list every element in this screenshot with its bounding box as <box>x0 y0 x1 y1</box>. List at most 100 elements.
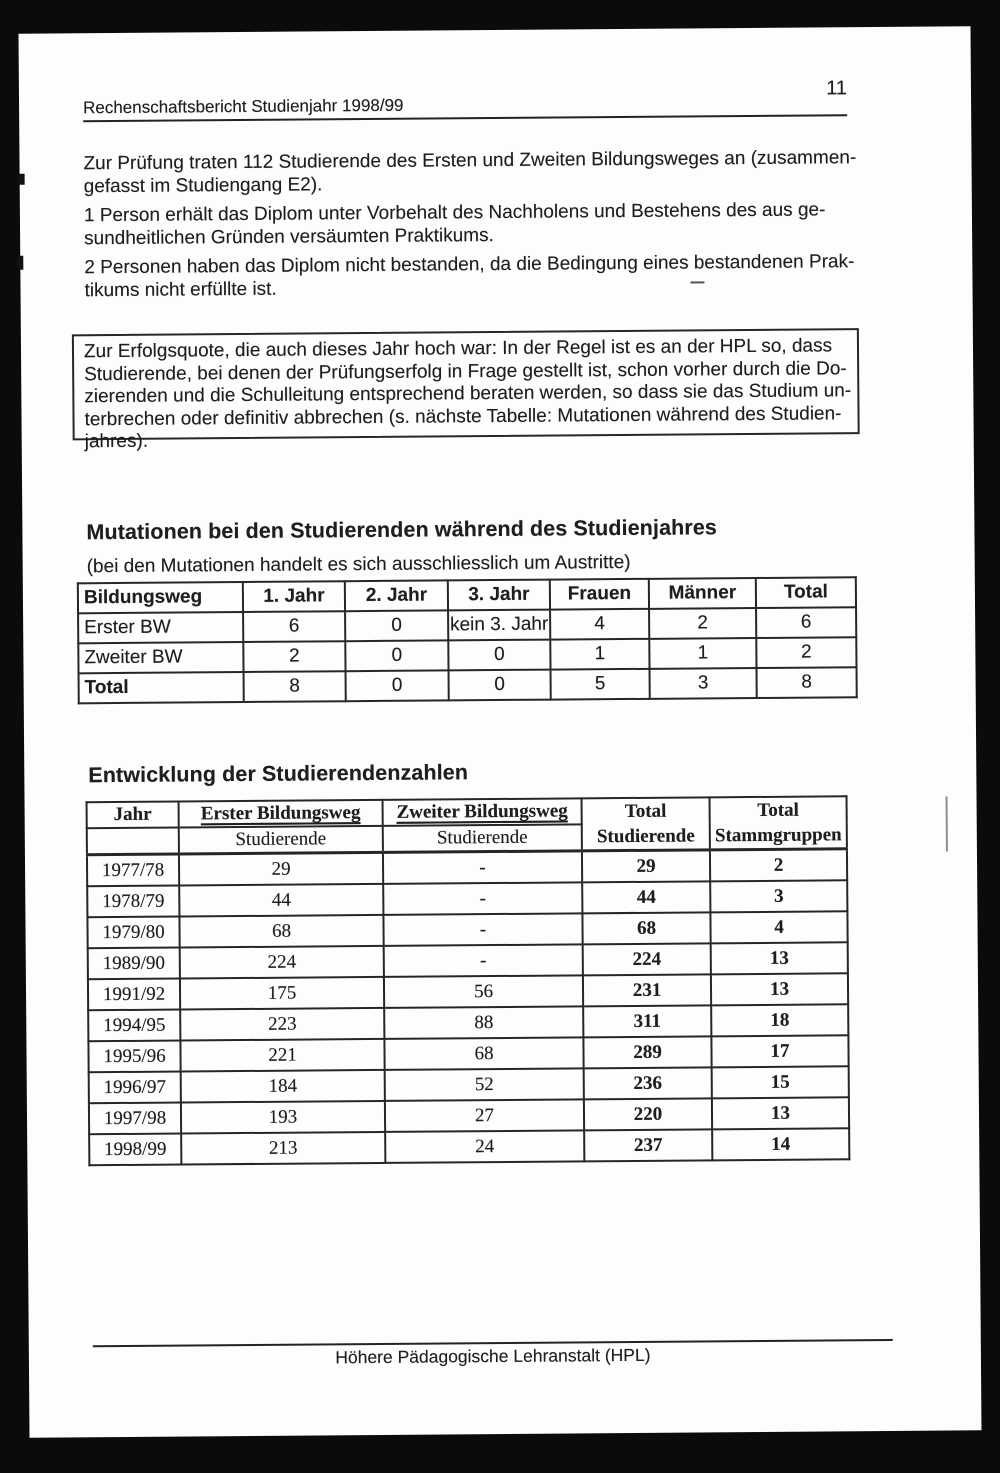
table-cell: 52 <box>384 1068 584 1101</box>
table-cell: 220 <box>583 1098 713 1131</box>
table-cell: 68 <box>179 914 384 948</box>
table-cell: 2 <box>243 641 346 673</box>
table-cell: 1978/79 <box>87 885 180 918</box>
table-cell: 4 <box>550 608 650 640</box>
column-header: 3. Jahr <box>447 579 551 611</box>
table-cell: 0 <box>448 639 551 671</box>
mutationen-table: Bildungsweg 1. Jahr 2. Jahr 3. Jahr Frau… <box>77 576 858 704</box>
table-row: 1998/99 213 24 237 14 <box>89 1128 850 1166</box>
table-row-total: Total 8 0 0 5 3 8 <box>78 667 857 704</box>
table-cell: 184 <box>180 1069 385 1103</box>
table-cell: Zweiter BW <box>78 642 244 674</box>
table-cell: 223 <box>180 1007 385 1041</box>
table-cell: 311 <box>583 1005 712 1038</box>
table-cell: Total <box>78 672 244 704</box>
table-cell: 1995/96 <box>88 1040 181 1073</box>
table-cell: 29 <box>581 849 711 883</box>
column-subheader: Studierende <box>178 825 383 855</box>
scan-edge-artifact <box>945 796 948 852</box>
table-cell: 8 <box>243 671 346 703</box>
table-cell: kein 3. Jahr <box>448 609 551 641</box>
table-cell: 1991/92 <box>87 978 181 1011</box>
table-cell: 224 <box>179 945 384 979</box>
table-cell: 5 <box>550 668 650 700</box>
table-cell: 2 <box>709 848 848 882</box>
table-cell: 17 <box>711 1035 849 1068</box>
table-cell: 0 <box>345 670 449 702</box>
table-cell: 1994/95 <box>88 1009 181 1042</box>
table-cell: 68 <box>384 1037 584 1070</box>
table-cell: 27 <box>384 1099 585 1132</box>
scan-dash-artifact <box>690 281 705 284</box>
table-cell: 221 <box>180 1038 385 1072</box>
table-cell: - <box>383 882 583 915</box>
scan-speck-icon <box>17 255 24 270</box>
column-header-label: Zweiter Bildungsweg <box>396 800 568 823</box>
column-header: Jahr <box>86 801 179 829</box>
column-header: Männer <box>648 577 757 609</box>
table-cell: 236 <box>583 1067 712 1100</box>
table-cell: 6 <box>756 607 857 638</box>
table-cell: 8 <box>756 667 857 698</box>
table-cell: 44 <box>582 881 711 914</box>
table-cell: 1979/80 <box>87 916 180 949</box>
table-cell: - <box>382 850 583 884</box>
table-cell: 1996/97 <box>88 1071 181 1104</box>
callout-box: Zur Erfolgsquote, die auch dieses Jahr h… <box>71 328 860 462</box>
table-cell: 3 <box>710 880 848 913</box>
table-cell: 0 <box>345 640 449 672</box>
table-cell: 1997/98 <box>88 1102 182 1135</box>
column-header: Total <box>755 577 857 608</box>
section-entwicklung-heading: Entwicklung der Studierendenzahlen <box>88 760 469 788</box>
entwicklung-header-row-1: Jahr Erster Bildungsweg Zweiter Bildungs… <box>86 796 847 851</box>
table-cell: - <box>383 944 583 977</box>
table-cell: 2 <box>756 637 857 668</box>
table-cell: 88 <box>384 1006 584 1039</box>
table-cell: 1989/90 <box>87 947 180 980</box>
table-cell: 1 <box>550 638 650 670</box>
column-header-label: Erster Bildungsweg <box>200 802 361 825</box>
table-cell: 289 <box>583 1036 712 1069</box>
section-mutationen-heading: Mutationen bei den Studierenden während … <box>86 515 717 545</box>
section-mutationen-note: (bei den Mutationen handelt es sich auss… <box>86 551 631 578</box>
table-cell: 193 <box>180 1100 386 1134</box>
paragraph-person: 1 Person erhält das Diplom unter Vorbeha… <box>83 199 826 249</box>
footer-text: Höhere Pädagogische Lehranstalt (HPL) <box>335 1344 651 1368</box>
column-header <box>86 827 179 855</box>
table-cell: 68 <box>582 912 711 945</box>
table-cell: 1 <box>649 637 757 669</box>
scan-speck-icon <box>17 173 25 185</box>
running-header-title: Rechenschaftsbericht Studienjahr 1998/99 <box>83 95 404 118</box>
table-cell: 15 <box>711 1066 849 1099</box>
column-header: Erster Bildungsweg <box>178 799 383 828</box>
column-header: Total Studierende <box>581 797 710 851</box>
table-cell: 6 <box>243 611 346 643</box>
column-header: 2. Jahr <box>344 580 449 612</box>
table-cell: 231 <box>582 974 712 1007</box>
paragraph-pruefung: Zur Prüfung traten 112 Studierende des E… <box>83 147 857 197</box>
paragraph-personen: 2 Personen haben das Diplom nicht bestan… <box>84 251 855 301</box>
table-cell: 224 <box>582 943 711 976</box>
column-header: Zweiter Bildungsweg <box>382 798 582 826</box>
table-cell: 213 <box>181 1131 386 1165</box>
table-cell: 18 <box>711 1004 849 1037</box>
table-cell: 175 <box>179 976 385 1010</box>
table-cell: 0 <box>345 610 449 642</box>
table-cell: 1977/78 <box>86 854 180 887</box>
table-cell: - <box>383 913 583 946</box>
entwicklung-table: Jahr Erster Bildungsweg Zweiter Bildungs… <box>86 795 851 1166</box>
document-page: Rechenschaftsbericht Studienjahr 1998/99… <box>17 26 982 1438</box>
page-number: 11 <box>826 77 848 100</box>
table-cell: 44 <box>179 883 384 917</box>
column-header: 1. Jahr <box>242 581 346 613</box>
column-subheader: Studierende <box>382 824 582 853</box>
table-cell: 24 <box>385 1130 585 1163</box>
callout-text: Zur Erfolgsquote, die auch dieses Jahr h… <box>83 335 852 453</box>
table-cell: 2 <box>649 607 757 639</box>
table-cell: 237 <box>584 1129 713 1162</box>
table-cell: Erster BW <box>78 612 244 644</box>
column-header: Total Stammgruppen <box>709 796 847 850</box>
table-cell: 13 <box>710 942 848 975</box>
table-cell: 56 <box>383 975 584 1008</box>
table-cell: 4 <box>710 911 848 944</box>
